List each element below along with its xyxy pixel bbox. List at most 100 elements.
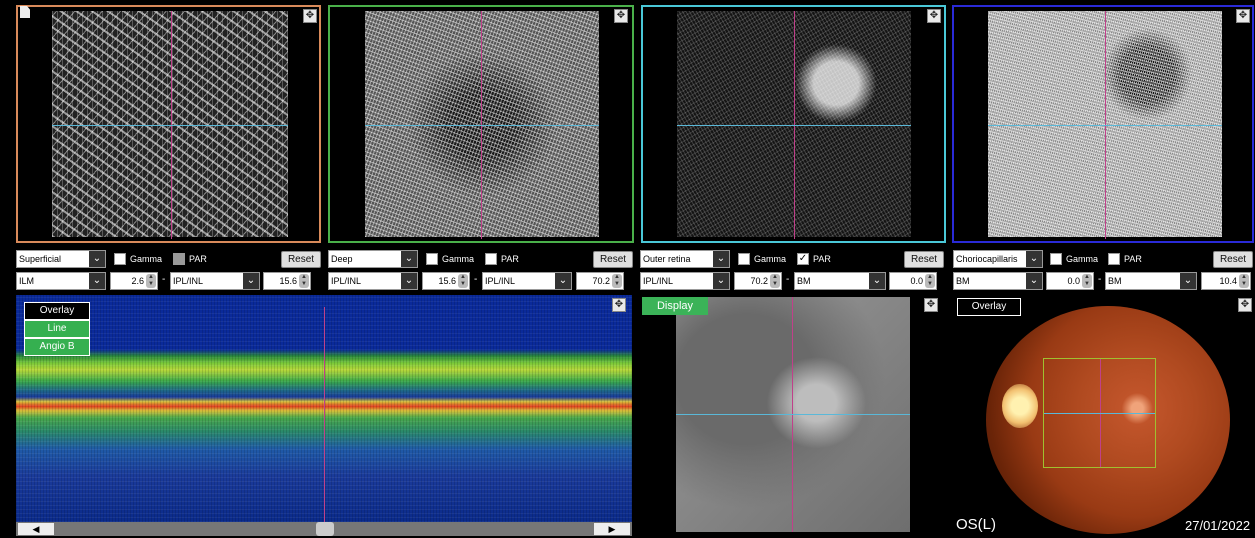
lower-offset-input[interactable]: 70.2 ▲ ▼ — [576, 272, 624, 290]
line-button[interactable]: Line — [24, 320, 90, 338]
par-checkbox[interactable] — [1108, 253, 1120, 265]
range-dash: - — [786, 274, 790, 285]
expand-icon[interactable]: ✥ — [924, 298, 938, 312]
range-dash: - — [162, 274, 166, 285]
optic-disc — [1002, 384, 1038, 428]
gamma-label: Gamma — [1066, 254, 1099, 264]
gamma-checkbox[interactable] — [1050, 253, 1062, 265]
angio-pane-superficial[interactable]: ✥ — [16, 5, 321, 243]
lower-offset-value: 0.0 — [910, 276, 923, 286]
chevron-down-icon[interactable]: ⌄ — [713, 273, 729, 289]
range-dash: - — [1098, 274, 1102, 285]
gamma-checkbox[interactable] — [738, 253, 750, 265]
chevron-down-icon[interactable]: ⌄ — [1026, 251, 1042, 267]
chevron-down-icon[interactable]: ⌄ — [401, 273, 417, 289]
bscan-overlay-menu: Overlay Line Angio B — [24, 302, 90, 356]
scroll-thumb[interactable] — [316, 522, 334, 536]
gamma-label: Gamma — [442, 254, 475, 264]
lower-segmentation-select[interactable]: IPL/INL ⌄ — [482, 272, 572, 290]
lower-offset-value: 15.6 — [279, 276, 297, 286]
oct-bscan-view[interactable] — [16, 295, 632, 522]
deep-angio-image — [365, 11, 599, 237]
spinner-icon[interactable]: ▲ ▼ — [299, 274, 309, 288]
overlay-button[interactable]: Overlay — [24, 302, 90, 320]
upper-offset-input[interactable]: 15.6 ▲ ▼ — [422, 272, 470, 290]
chevron-down-icon[interactable]: ⌄ — [713, 251, 729, 267]
superficial-angio-image — [52, 11, 288, 237]
chevron-down-icon[interactable]: ⌄ — [869, 273, 885, 289]
lower-segmentation-select[interactable]: IPL/INL ⌄ — [170, 272, 260, 290]
infrared-enface-image[interactable] — [676, 297, 910, 532]
lower-segmentation-select[interactable]: BM ⌄ — [794, 272, 886, 290]
upper-segmentation-value: ILM — [19, 276, 35, 286]
fundus-overlay-button[interactable]: Overlay — [957, 298, 1021, 316]
upper-offset-input[interactable]: 0.0 ▲ ▼ — [1046, 272, 1094, 290]
expand-icon[interactable]: ✥ — [1238, 298, 1252, 312]
upper-offset-value: 70.2 — [750, 276, 768, 286]
layer-select-value: Deep — [331, 254, 353, 264]
reset-button[interactable]: Reset — [593, 251, 633, 268]
chevron-down-icon[interactable]: ⌄ — [89, 273, 105, 289]
spinner-icon[interactable]: ▲ ▼ — [458, 274, 468, 288]
chevron-down-icon[interactable]: ⌄ — [401, 251, 417, 267]
lower-offset-input[interactable]: 15.6 ▲ ▼ — [263, 272, 311, 290]
chevron-down-icon[interactable]: ⌄ — [243, 273, 259, 289]
expand-icon[interactable]: ✥ — [614, 9, 628, 23]
gamma-checkbox[interactable] — [426, 253, 438, 265]
par-checkbox[interactable] — [173, 253, 185, 265]
crosshair-horizontal — [676, 414, 910, 415]
spinner-icon[interactable]: ▲ ▼ — [1239, 274, 1249, 288]
expand-icon[interactable]: ✥ — [612, 298, 626, 312]
chevron-down-icon[interactable]: ⌄ — [89, 251, 105, 267]
upper-offset-value: 2.6 — [131, 276, 144, 286]
lower-offset-input[interactable]: 0.0 ▲ ▼ — [889, 272, 937, 290]
spinner-icon[interactable]: ▲ ▼ — [612, 274, 622, 288]
upper-offset-input[interactable]: 70.2 ▲ ▼ — [734, 272, 782, 290]
layer-select[interactable]: Outer retina ⌄ — [640, 250, 730, 268]
crosshair-horizontal — [677, 125, 911, 126]
upper-segmentation-select[interactable]: IPL/INL ⌄ — [640, 272, 730, 290]
chevron-down-icon[interactable]: ⌄ — [1026, 273, 1042, 289]
layer-select[interactable]: Superficial ⌄ — [16, 250, 106, 268]
spinner-icon[interactable]: ▲ ▼ — [1082, 274, 1092, 288]
gamma-label: Gamma — [754, 254, 787, 264]
reset-button[interactable]: Reset — [1213, 251, 1253, 268]
reset-button[interactable]: Reset — [281, 251, 321, 268]
scan-area-rectangle[interactable] — [1043, 358, 1156, 468]
document-icon[interactable] — [20, 6, 30, 18]
upper-segmentation-select[interactable]: ILM ⌄ — [16, 272, 106, 290]
spinner-icon[interactable]: ▲ ▼ — [770, 274, 780, 288]
angio-pane-deep[interactable]: ✥ — [328, 5, 634, 243]
layer-select[interactable]: Deep ⌄ — [328, 250, 418, 268]
upper-segmentation-select[interactable]: IPL/INL ⌄ — [328, 272, 418, 290]
lower-offset-input[interactable]: 10.4 ▲ ▼ — [1201, 272, 1251, 290]
par-checkbox[interactable]: ✓ — [797, 253, 809, 265]
bscan-scrollbar[interactable]: ◀ ▶ — [16, 522, 632, 536]
reset-button[interactable]: Reset — [904, 251, 944, 268]
spinner-icon[interactable]: ▲ ▼ — [925, 274, 935, 288]
angio-pane-choriocapillaris[interactable]: ✥ — [952, 5, 1254, 243]
upper-segmentation-select[interactable]: BM ⌄ — [953, 272, 1043, 290]
expand-icon[interactable]: ✥ — [927, 9, 941, 23]
chevron-down-icon[interactable]: ⌄ — [555, 273, 571, 289]
scroll-left-icon[interactable]: ◀ — [18, 523, 54, 535]
angio-b-button[interactable]: Angio B — [24, 338, 90, 356]
display-button[interactable]: Display — [642, 297, 708, 315]
lower-segmentation-value: BM — [797, 276, 811, 286]
chevron-down-icon[interactable]: ⌄ — [1180, 273, 1196, 289]
expand-icon[interactable]: ✥ — [1236, 9, 1250, 23]
gamma-label: Gamma — [130, 254, 163, 264]
spinner-icon[interactable]: ▲ ▼ — [146, 274, 156, 288]
expand-icon[interactable]: ✥ — [303, 9, 317, 23]
angio-pane-outer-retina[interactable]: ✥ — [641, 5, 946, 243]
layer-select[interactable]: Choriocapillaris ⌄ — [953, 250, 1043, 268]
lower-segmentation-select[interactable]: BM ⌄ — [1105, 272, 1197, 290]
upper-offset-input[interactable]: 2.6 ▲ ▼ — [110, 272, 158, 290]
upper-offset-value: 0.0 — [1067, 276, 1080, 286]
par-checkbox[interactable] — [485, 253, 497, 265]
par-label: PAR — [1124, 254, 1142, 264]
exam-date-label: 27/01/2022 — [1185, 518, 1251, 533]
gamma-checkbox[interactable] — [114, 253, 126, 265]
layer-select-value: Superficial — [19, 254, 62, 264]
scroll-right-icon[interactable]: ▶ — [594, 523, 630, 535]
